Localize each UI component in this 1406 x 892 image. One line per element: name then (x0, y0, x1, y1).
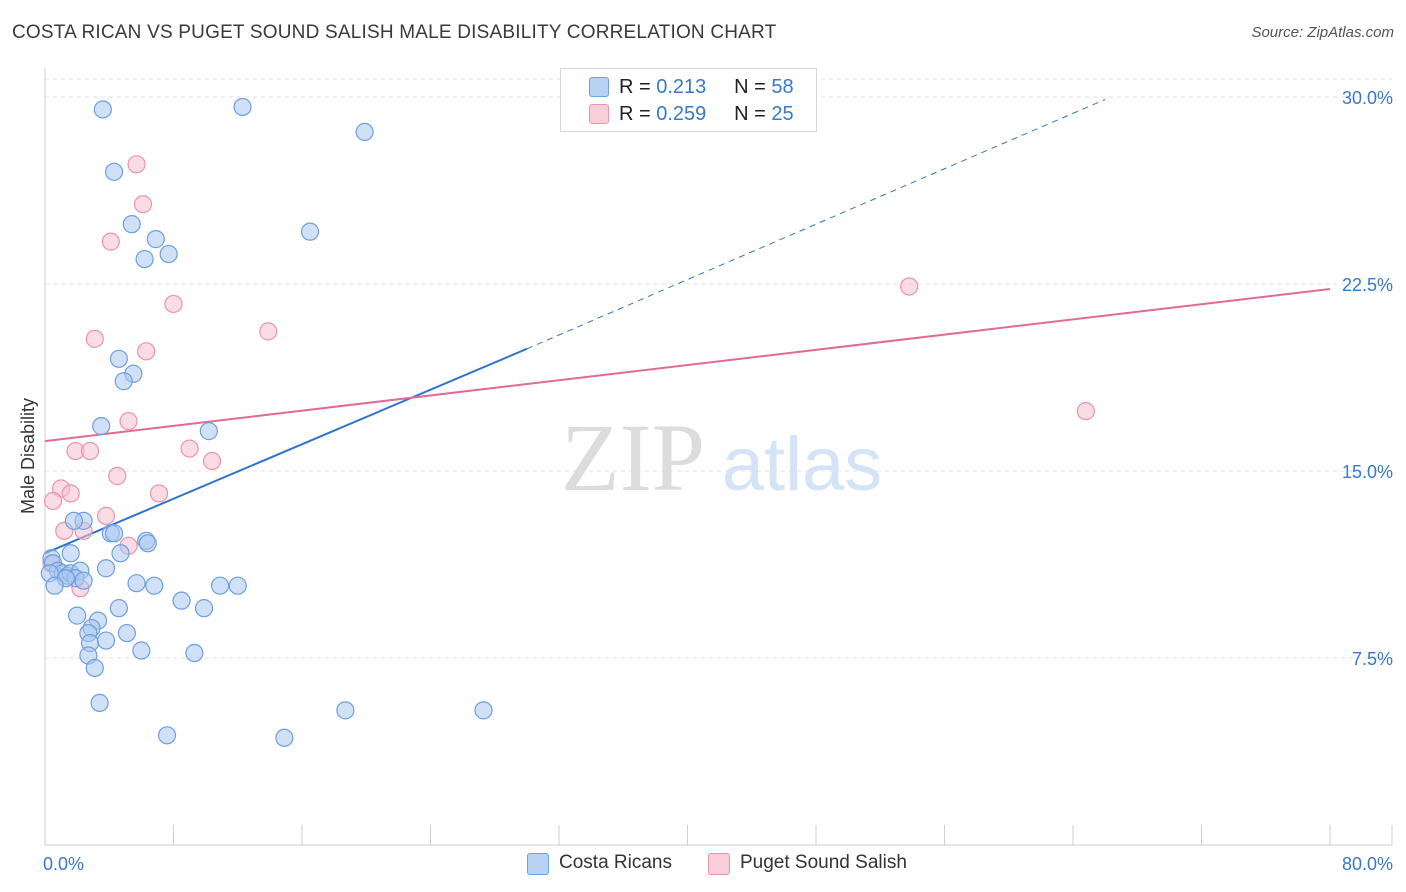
legend-n-value: 58 (771, 75, 794, 98)
point-costa-ricans (109, 349, 128, 368)
point-puget-sound-salish (900, 277, 919, 296)
legend-r-label: R = (619, 75, 651, 98)
point-costa-ricans (109, 599, 128, 618)
point-costa-ricans (300, 222, 320, 241)
point-puget-sound-salish (101, 232, 120, 251)
point-puget-sound-salish (202, 451, 222, 471)
point-costa-ricans (474, 701, 493, 720)
point-puget-sound-salish (149, 484, 169, 503)
point-costa-ricans (93, 100, 112, 119)
point-puget-sound-salish (85, 329, 104, 348)
series-label: Costa Ricans (559, 852, 672, 873)
point-costa-ricans (199, 422, 218, 441)
point-costa-ricans (45, 576, 64, 595)
point-costa-ricans (228, 576, 247, 595)
point-costa-ricans (61, 544, 80, 563)
point-costa-ricans (117, 623, 137, 643)
axis-labels: 7.5% 15.0% 22.5% 30.0% 0.0% 80.0% Male Disabil… (18, 88, 1393, 874)
point-costa-ricans (135, 249, 154, 269)
watermark-atlas: atlas (722, 422, 883, 507)
point-costa-ricans (233, 97, 252, 117)
point-puget-sound-salish (127, 155, 146, 174)
y-tick-label: 30.0% (1342, 88, 1393, 108)
legend-swatch-pink (589, 104, 609, 124)
watermark: ZIP atlas (561, 404, 882, 511)
point-puget-sound-salish (96, 506, 116, 525)
point-costa-ricans (85, 658, 104, 678)
trend-lines (44, 99, 1331, 555)
point-puget-sound-salish (80, 441, 100, 461)
chart-title: COSTA RICAN VS PUGET SOUND SALISH MALE D… (12, 22, 777, 43)
point-costa-ricans (275, 728, 294, 747)
point-puget-sound-salish (259, 322, 278, 341)
series-label: Puget Sound Salish (740, 852, 907, 873)
point-costa-ricans (122, 215, 141, 234)
point-costa-ricans (336, 701, 355, 720)
y-axis-title: Male Disability (18, 398, 38, 514)
data-points (40, 97, 1095, 747)
y-tick-label: 15.0% (1342, 462, 1393, 482)
correlation-legend: R = 0.213 N = 58 R = 0.259 N = 25 (560, 68, 817, 132)
point-costa-ricans (104, 524, 124, 543)
point-puget-sound-salish (43, 491, 63, 511)
axes (44, 68, 1393, 846)
legend-r-value: 0.259 (656, 102, 707, 125)
y-tick-label: 22.5% (1342, 275, 1393, 295)
x-tick-label-min: 0.0% (43, 854, 84, 874)
point-costa-ricans (68, 606, 87, 625)
point-puget-sound-salish (133, 195, 153, 214)
y-tick-label: 7.5% (1352, 649, 1393, 669)
point-costa-ricans (138, 534, 157, 553)
watermark-zip: ZIP (561, 404, 705, 511)
point-puget-sound-salish (1076, 402, 1095, 421)
point-costa-ricans (132, 641, 151, 660)
point-costa-ricans (210, 576, 230, 595)
point-costa-ricans (111, 544, 130, 563)
grid-lines (45, 78, 1392, 659)
x-tick-label-max: 80.0% (1342, 854, 1393, 874)
trend-extension-costa-ricans (526, 99, 1106, 350)
series-swatch-pink (708, 853, 730, 875)
legend-r-value: 0.213 (656, 75, 707, 98)
legend-swatch-blue (589, 77, 609, 97)
point-costa-ricans (90, 693, 109, 712)
series-swatch-blue (527, 853, 549, 875)
point-costa-ricans (74, 571, 93, 590)
point-costa-ricans (64, 511, 84, 530)
trend-line-costa-ricans (44, 347, 528, 555)
point-costa-ricans (127, 574, 146, 593)
point-puget-sound-salish (119, 412, 138, 431)
legend-r-label: R = (619, 102, 651, 125)
point-costa-ricans (194, 599, 214, 618)
point-puget-sound-salish (108, 466, 127, 486)
point-costa-ricans (96, 631, 116, 650)
legend-n-value: 25 (771, 102, 794, 125)
point-costa-ricans (96, 559, 116, 578)
point-costa-ricans (159, 244, 178, 264)
point-costa-ricans (157, 726, 177, 745)
legend-n-label: N = (734, 75, 766, 98)
legend-n-label: N = (734, 102, 766, 125)
point-costa-ricans (146, 230, 165, 249)
source-label: Source: ZipAtlas.com (1251, 24, 1394, 41)
point-costa-ricans (104, 162, 124, 181)
point-costa-ricans (114, 372, 133, 391)
point-puget-sound-salish (137, 342, 156, 361)
point-costa-ricans (92, 417, 111, 436)
point-costa-ricans (172, 591, 191, 610)
point-puget-sound-salish (180, 439, 199, 458)
trend-line-puget-sound-salish (44, 287, 1331, 443)
point-puget-sound-salish (164, 294, 183, 314)
point-costa-ricans (185, 643, 204, 663)
point-puget-sound-salish (61, 484, 80, 503)
point-costa-ricans (145, 576, 164, 595)
point-costa-ricans (355, 122, 374, 142)
